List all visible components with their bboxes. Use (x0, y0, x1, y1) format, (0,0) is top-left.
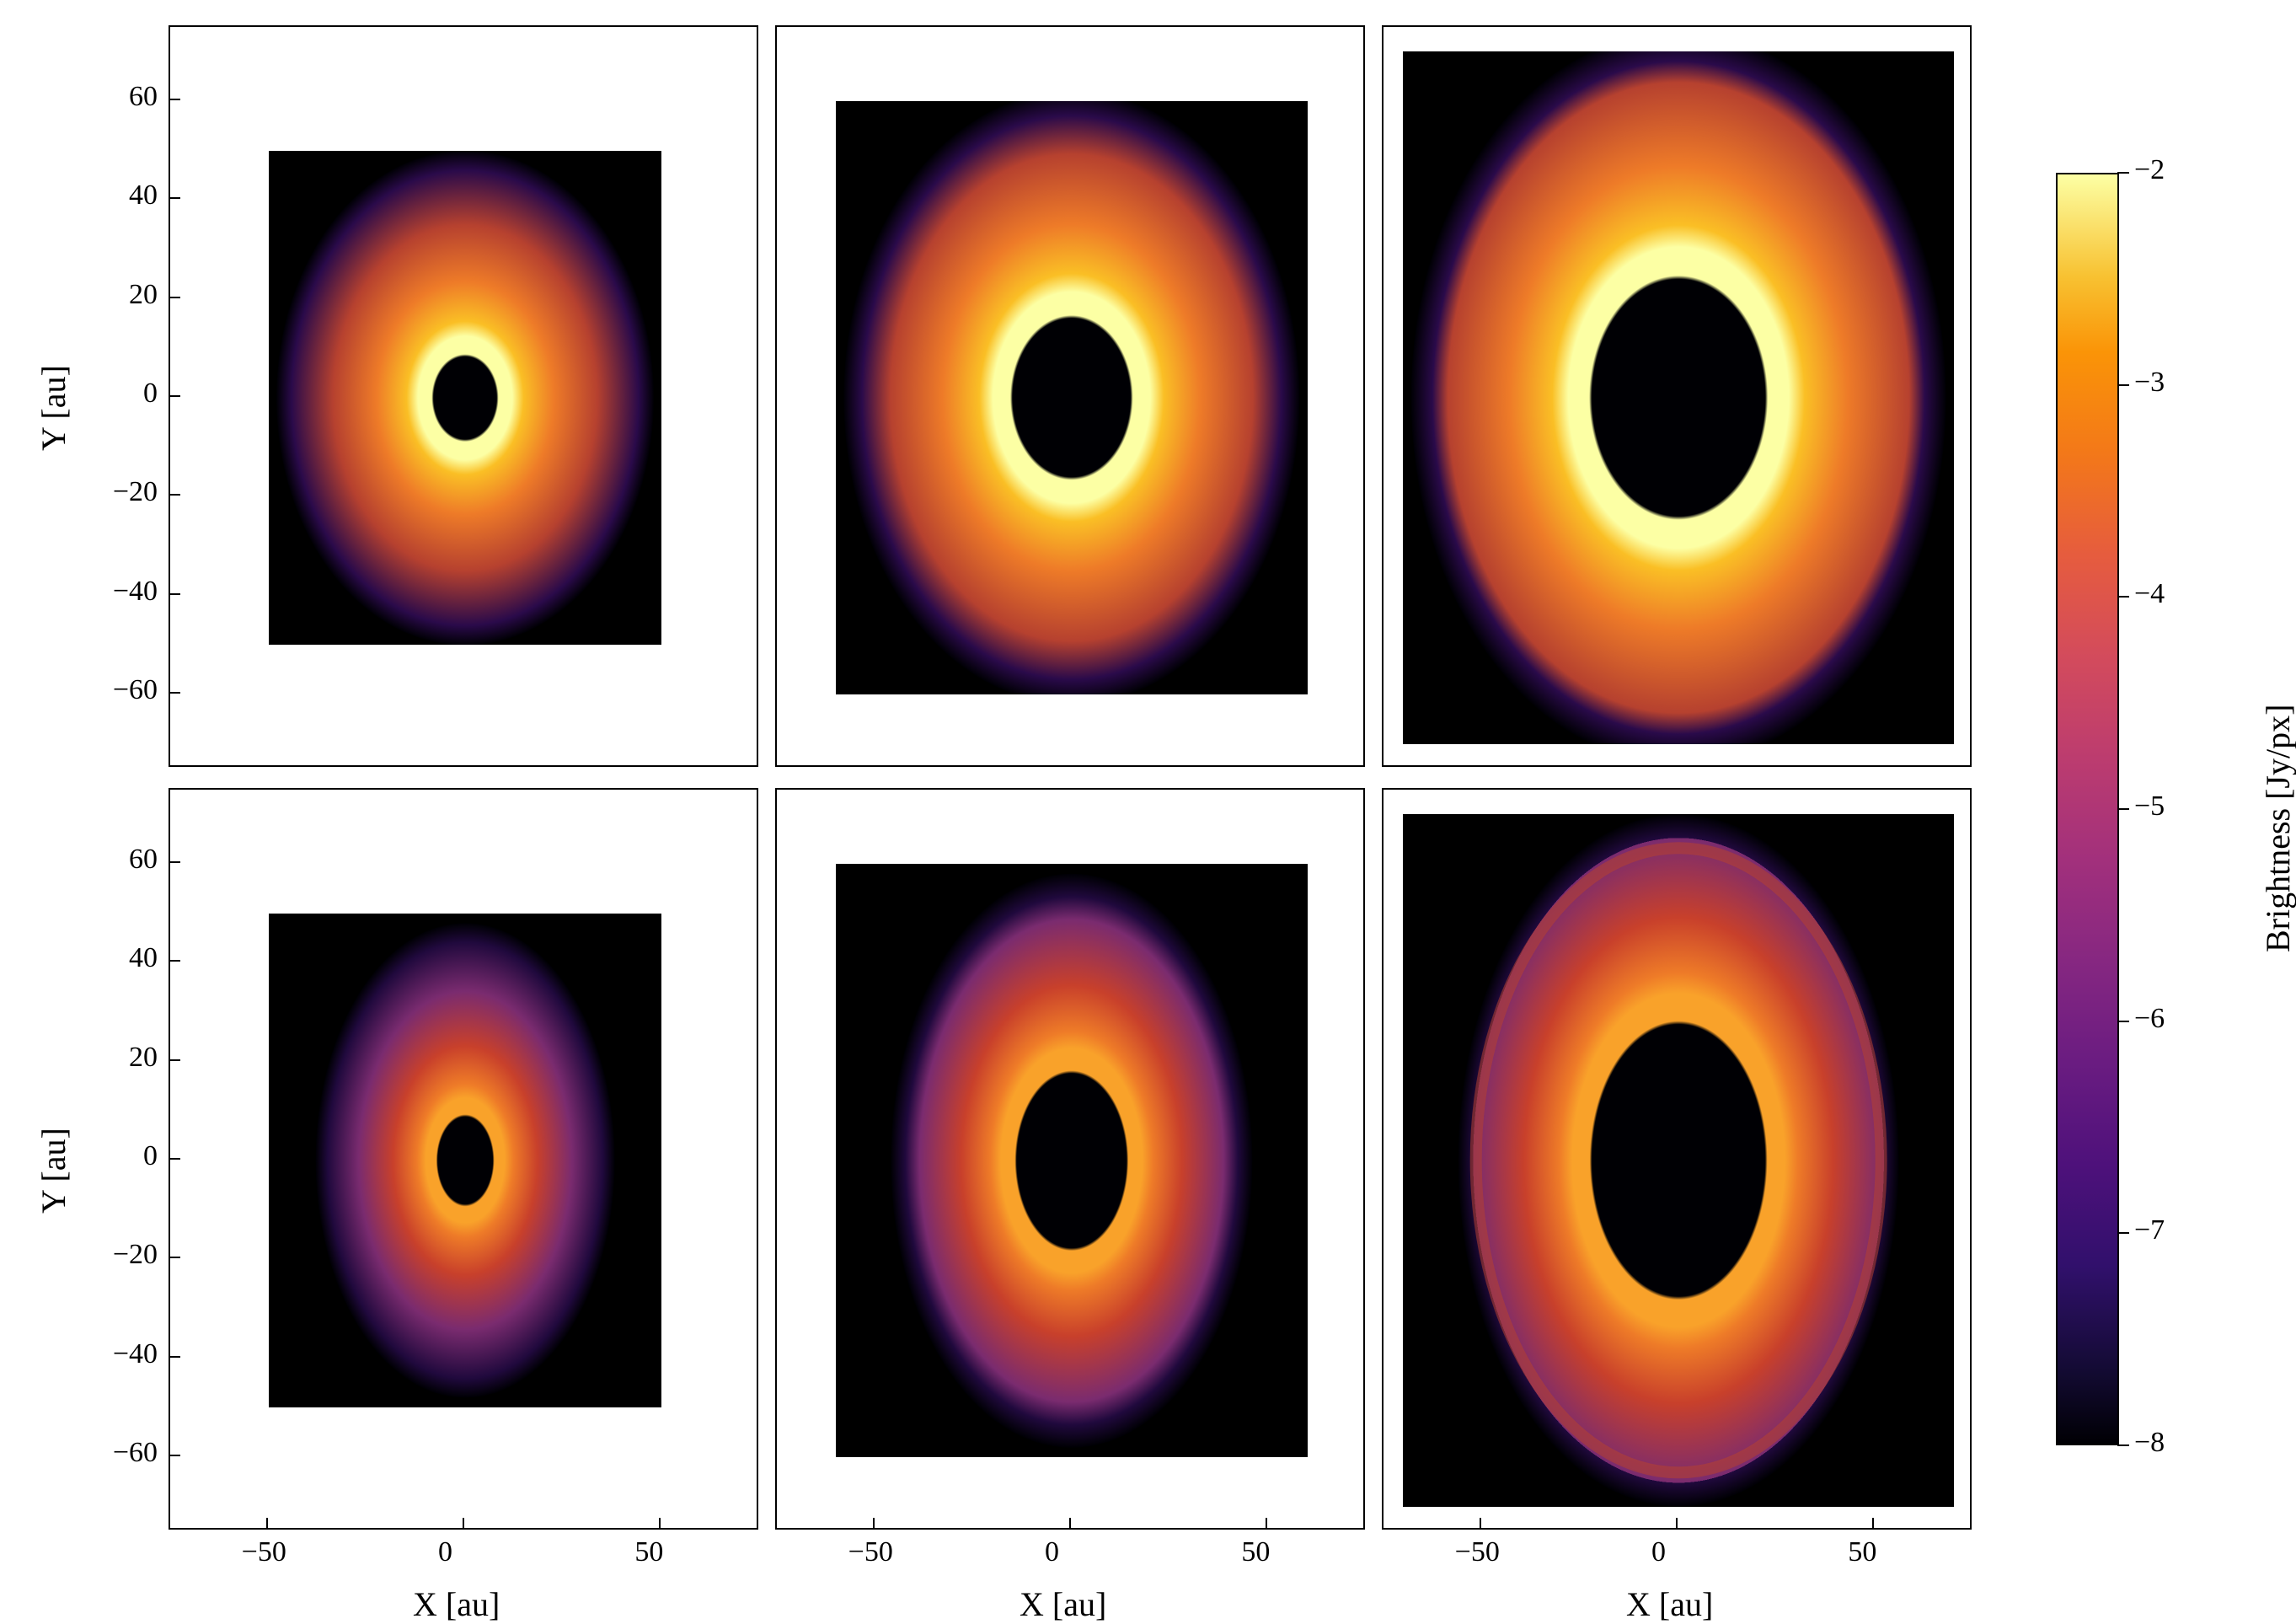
colorbar-tick-label: −3 (2134, 367, 2165, 399)
ytick (169, 1356, 180, 1358)
xtick-label: −50 (848, 1536, 893, 1568)
ytick-label: −20 (86, 1239, 158, 1271)
figure: −60−40−200204060Y [au]−60−40−200204060Y … (0, 0, 2296, 1623)
xtick-label: 50 (1848, 1536, 1876, 1568)
disc (276, 151, 654, 646)
colorbar-tick (2117, 596, 2129, 598)
y-axis-label: Y [au] (34, 365, 73, 451)
ytick-label: −20 (86, 476, 158, 508)
ytick-label: −60 (86, 674, 158, 706)
ytick-label: 0 (86, 378, 158, 410)
colorbar-tick (2117, 1021, 2129, 1022)
ytick (169, 197, 180, 199)
ytick-label: 40 (86, 942, 158, 974)
x-axis-label: X [au] (1020, 1584, 1106, 1624)
xtick (659, 1518, 661, 1530)
panel-r1-c1 (775, 788, 1365, 1530)
colorbar-tick (2117, 172, 2129, 174)
xtick (1069, 1518, 1071, 1530)
xtick (1872, 1518, 1874, 1530)
xtick-label: 0 (438, 1536, 452, 1568)
ytick-label: −60 (86, 1437, 158, 1469)
xtick-label: 50 (1241, 1536, 1270, 1568)
ytick-label: −40 (86, 1338, 158, 1370)
image-area (836, 101, 1308, 694)
colorbar-tick-label: −7 (2134, 1214, 2165, 1246)
ytick (169, 593, 180, 595)
colorbar-label: Brightness [Jy/px] (2258, 705, 2296, 952)
ytick-label: 0 (86, 1140, 158, 1172)
panel-r1-c0 (169, 788, 758, 1530)
ytick-label: 60 (86, 81, 158, 113)
xtick-label: 50 (634, 1536, 663, 1568)
colorbar (2056, 173, 2119, 1445)
xtick (1266, 1518, 1267, 1530)
colorbar-tick (2117, 808, 2129, 810)
xtick (266, 1518, 268, 1530)
disc (891, 874, 1252, 1448)
ytick (169, 99, 180, 100)
x-axis-label: X [au] (1626, 1584, 1713, 1624)
disc (843, 101, 1299, 694)
ytick (169, 1257, 180, 1258)
xtick (1676, 1518, 1678, 1530)
image-area (836, 864, 1308, 1457)
xtick (1480, 1518, 1481, 1530)
ytick-label: 40 (86, 180, 158, 212)
colorbar-tick-label: −2 (2134, 154, 2165, 186)
xtick (873, 1518, 875, 1530)
ytick (169, 297, 180, 298)
colorbar-tick (2117, 384, 2129, 386)
ytick-label: −40 (86, 576, 158, 608)
xtick-label: −50 (1455, 1536, 1500, 1568)
image-area (269, 914, 662, 1408)
image-area (269, 151, 662, 646)
panel-r0-c0 (169, 25, 758, 767)
panel-r0-c1 (775, 25, 1365, 767)
ytick (169, 861, 180, 863)
ytick (169, 692, 180, 694)
colorbar-tick-label: −5 (2134, 791, 2165, 823)
colorbar-tick-label: −4 (2134, 578, 2165, 610)
ytick-label: 20 (86, 279, 158, 311)
image-area (1403, 814, 1953, 1506)
disc (316, 923, 615, 1397)
ytick (169, 960, 180, 962)
outer-ring (1470, 842, 1887, 1478)
x-axis-label: X [au] (413, 1584, 500, 1624)
ytick-label: 20 (86, 1042, 158, 1074)
colorbar-tick-label: −6 (2134, 1003, 2165, 1035)
colorbar-tick-label: −8 (2134, 1427, 2165, 1459)
colorbar-tick (2117, 1444, 2129, 1446)
panel-r1-c2 (1382, 788, 1972, 1530)
xtick-label: 0 (1651, 1536, 1666, 1568)
colorbar-tick (2117, 1232, 2129, 1234)
ytick (169, 395, 180, 397)
ytick (169, 1455, 180, 1456)
xtick-label: −50 (242, 1536, 286, 1568)
image-area (1403, 51, 1953, 743)
y-axis-label: Y [au] (34, 1128, 73, 1214)
ytick (169, 1158, 180, 1160)
ytick (169, 494, 180, 496)
xtick-label: 0 (1045, 1536, 1059, 1568)
xtick (463, 1518, 464, 1530)
ytick-label: 60 (86, 844, 158, 876)
ytick (169, 1059, 180, 1061)
panel-r0-c2 (1382, 25, 1972, 767)
disc (1411, 51, 1946, 743)
